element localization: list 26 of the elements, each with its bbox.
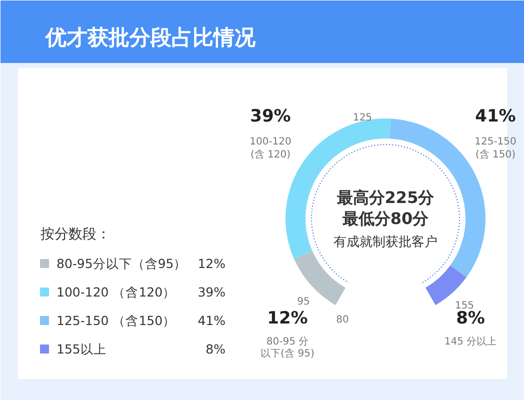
text: 145 分以上 bbox=[444, 336, 497, 348]
text: 80-95 分 bbox=[266, 336, 309, 348]
text: 155 bbox=[454, 300, 474, 312]
legend-title: 按分数段： bbox=[40, 226, 110, 242]
text: 80 bbox=[336, 314, 349, 326]
text: 8% bbox=[206, 342, 226, 356]
legend-label: 100-120 （含120） bbox=[56, 284, 176, 300]
text: 最低分80分 bbox=[341, 209, 430, 228]
legend-label: 155以上 bbox=[56, 342, 106, 356]
text: 125 bbox=[352, 112, 372, 124]
text: 41% bbox=[198, 313, 226, 328]
chart-title: 优才获批分段占比情况 bbox=[44, 26, 256, 50]
legend-label: 80-95分以下（含95） bbox=[56, 256, 187, 271]
data-label: 39% bbox=[250, 106, 291, 126]
text: 最高分225分 bbox=[336, 188, 436, 207]
text: 95 bbox=[297, 296, 310, 308]
data-label: 12% bbox=[267, 308, 308, 328]
data-label: 8% bbox=[456, 308, 485, 328]
text: 12% bbox=[198, 256, 226, 271]
legend-label: 125-150 （含150） bbox=[56, 313, 176, 328]
text: 100-120 (含 120) bbox=[250, 136, 292, 161]
text: 以下(含 95) bbox=[260, 348, 314, 360]
data-label: 41% bbox=[475, 106, 516, 126]
text: 有成就制获批客户 bbox=[334, 234, 438, 250]
text: 125-150 (含 150) bbox=[474, 136, 516, 161]
text: 39% bbox=[198, 284, 226, 300]
